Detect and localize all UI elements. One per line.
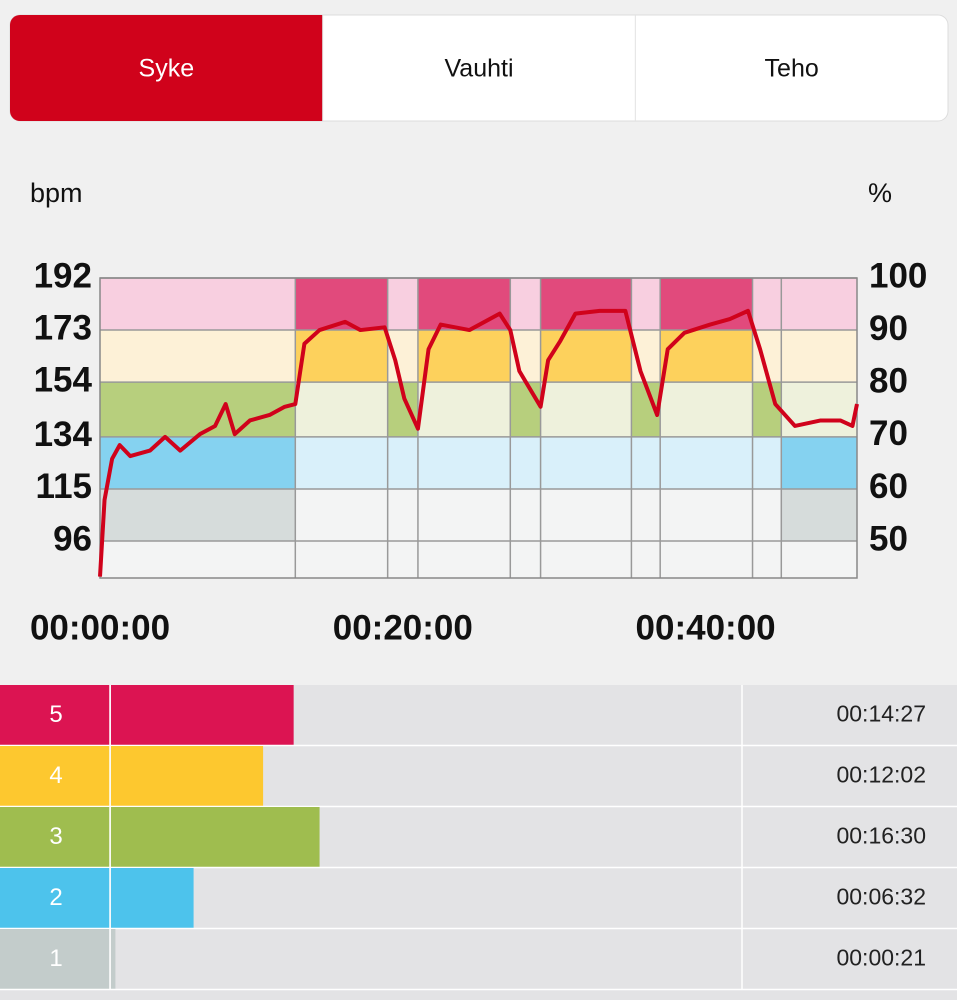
zone-band (417, 278, 511, 331)
zone-bar (111, 807, 320, 867)
zone-band (417, 488, 511, 542)
zone-band (295, 436, 388, 489)
zone-band (752, 488, 782, 542)
zone-band (100, 382, 296, 437)
zone-time: 00:16:30 (836, 823, 926, 849)
zone-bar (111, 868, 194, 928)
zone-time: 00:00:21 (836, 945, 926, 971)
zone-time: 00:14:27 (836, 701, 926, 727)
zone-band (781, 330, 857, 383)
zone-band (631, 436, 661, 489)
zone-band (752, 382, 782, 437)
zone-band (100, 330, 296, 383)
zone-band (540, 382, 632, 437)
zone-band (540, 278, 632, 331)
zone-bar (111, 746, 264, 806)
zone-number: 5 (49, 701, 62, 728)
zone-band (510, 488, 541, 542)
y2-tick-label: 100 (869, 256, 927, 295)
zone-band (387, 436, 418, 489)
zone-band (540, 436, 632, 489)
zone-band (660, 278, 753, 331)
zone-band (660, 330, 753, 383)
y2-tick-label: 70 (869, 414, 908, 453)
tab-label[interactable]: Vauhti (444, 55, 513, 83)
x-tick-label: 00:20:00 (333, 608, 473, 647)
y2-axis-unit: % (868, 178, 892, 208)
zone-cell (0, 929, 110, 989)
zone-band (387, 278, 418, 331)
tab-label[interactable]: Syke (139, 55, 195, 83)
zone-band (752, 436, 782, 489)
y2-tick-label: 80 (869, 362, 908, 401)
y-axis-unit: bpm (30, 178, 83, 208)
x-tick-label: 00:40:00 (636, 608, 776, 647)
zone-cell (0, 807, 110, 867)
zone-band (100, 436, 296, 489)
tab-label[interactable]: Teho (765, 55, 819, 83)
zone-cell (0, 868, 110, 928)
heart-rate-line (98, 308, 859, 577)
zone-cell (0, 685, 110, 745)
zone-band (660, 488, 753, 542)
y-tick-label: 115 (36, 467, 92, 506)
zone-band (752, 278, 782, 331)
y-tick-label: 192 (34, 256, 92, 295)
zone-band (540, 330, 632, 383)
zone-band (540, 488, 632, 542)
zone-band (417, 382, 511, 437)
zone-bar (111, 685, 294, 745)
zone-band (781, 278, 857, 331)
zone-band (631, 278, 661, 331)
zone-band (781, 488, 857, 542)
y2-tick-label: 50 (869, 519, 908, 558)
zone-band (295, 382, 388, 437)
zone-time: 00:12:02 (836, 762, 926, 788)
zone-bar (111, 929, 116, 989)
y2-tick-label: 90 (869, 309, 908, 348)
zone-cell (0, 746, 110, 806)
zone-number: 3 (49, 823, 62, 850)
zone-band (100, 278, 296, 331)
zone-band (510, 436, 541, 489)
y-tick-label: 173 (34, 308, 92, 347)
zone-band (781, 382, 857, 437)
zone-time: 00:06:32 (836, 884, 926, 910)
zone-band (660, 382, 753, 437)
y-tick-label: 96 (53, 519, 92, 558)
zone-band (417, 330, 511, 383)
zone-number: 2 (49, 884, 62, 911)
y-tick-label: 154 (34, 360, 93, 399)
zone-band (781, 436, 857, 489)
zone-band (100, 488, 296, 542)
zone-number: 4 (49, 762, 62, 789)
x-tick-label: 00:00:00 (30, 608, 170, 647)
y2-tick-label: 60 (869, 467, 908, 506)
zone-band (510, 278, 541, 331)
zone-band (417, 436, 511, 489)
plot-border (99, 277, 858, 579)
zone-band (660, 436, 753, 489)
y-tick-label: 134 (34, 415, 93, 454)
zone-band (295, 488, 388, 542)
zone-number: 1 (49, 945, 62, 972)
tab-active-bg[interactable] (10, 15, 323, 121)
zone-band (631, 488, 661, 542)
zone-band (387, 488, 418, 542)
zone-band (510, 382, 541, 437)
